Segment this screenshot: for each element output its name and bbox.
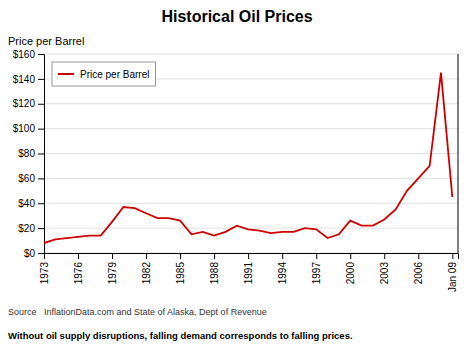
x-tick: 1985 [175, 253, 186, 284]
chart: Historical Oil PricesPrice per Barrel$0$… [0, 0, 474, 355]
y-tick-mark [38, 253, 44, 254]
y-axis: $0 $20 $40 $60 $80 $100 $120 $140 $160 [13, 49, 45, 259]
source-note: Source InflationData.com and State of Al… [8, 307, 267, 317]
x-tick: 2000 [345, 253, 356, 284]
grid-line [44, 178, 458, 179]
x-tick-mark [282, 253, 283, 259]
x-tick: 1994 [277, 253, 288, 284]
x-tick-mark [418, 253, 419, 259]
x-tick: 1997 [311, 253, 322, 284]
x-tick-label: 2003 [379, 262, 390, 285]
y-tick-label: $100 [13, 123, 36, 134]
x-tick-mark [248, 253, 249, 259]
y-tick-mark [38, 129, 44, 130]
y-tick-label: $40 [18, 198, 35, 209]
legend-box [52, 62, 155, 86]
x-tick-label: 1997 [311, 262, 322, 285]
x-tick-label: 1976 [73, 262, 84, 285]
plot-area: $0$20$40$60$80$100$120$140$1601973197619… [13, 49, 459, 292]
grid-line [44, 54, 458, 55]
x-tick: 2006 [413, 253, 424, 284]
x-tick-label: 2000 [345, 262, 356, 285]
x-tick-mark [146, 253, 147, 259]
plot-frame [458, 54, 459, 253]
x-tick-label: 1994 [277, 262, 288, 285]
x-tick: 2003 [379, 253, 390, 284]
y-tick-label: $160 [13, 49, 36, 60]
y-tick-mark [38, 79, 44, 80]
legend-swatch [58, 73, 74, 75]
y-tick-label: $140 [13, 74, 36, 85]
x-tick-mark [44, 253, 45, 259]
grid-line [44, 128, 458, 129]
y-tick: $20 [18, 223, 44, 234]
y-axis-label: Price per Barrel [8, 35, 84, 47]
grid [44, 54, 458, 253]
grid-line [44, 103, 458, 104]
y-tick: $0 [24, 248, 44, 259]
x-tick-label: 1979 [107, 262, 118, 285]
legend-item: Price per Barrel [58, 69, 149, 80]
x-tick-mark [350, 253, 351, 259]
y-tick: $60 [18, 173, 44, 184]
y-tick-label: $60 [18, 173, 35, 184]
footnote: Without oil supply disruptions, falling … [8, 330, 353, 341]
x-tick: 1973 [39, 253, 50, 284]
x-tick-mark [316, 253, 317, 259]
x-tick: 1982 [141, 253, 152, 284]
y-tick: $80 [18, 148, 44, 159]
x-tick: Jan 09 [447, 253, 458, 292]
x-tick-mark [214, 253, 215, 259]
x-tick-label: 1973 [39, 262, 50, 285]
x-tick-mark [452, 253, 453, 259]
y-tick-mark [38, 178, 44, 179]
x-axis-line [45, 254, 459, 260]
grid-line [44, 203, 458, 204]
x-tick-label: 1988 [209, 262, 220, 285]
y-tick-label: $80 [18, 148, 35, 159]
title: Historical Oil Prices [161, 8, 312, 25]
y-tick-mark [38, 154, 44, 155]
y-tick: $100 [13, 123, 44, 134]
x-tick-mark [112, 253, 113, 259]
y-tick-mark [38, 228, 44, 229]
y-tick-label: $120 [13, 98, 36, 109]
x-tick: 1979 [107, 253, 118, 284]
x-tick-label: 1985 [175, 262, 186, 285]
grid-line [44, 153, 458, 154]
y-axis-line [38, 55, 45, 254]
y-tick-mark [38, 203, 44, 204]
y-tick: $120 [13, 98, 44, 109]
legend: Price per Barrel [52, 62, 155, 86]
x-axis: 1973 1976 1979 1982 1985 1988 1991 1994 1997 2000… [39, 253, 459, 292]
x-tick-mark [180, 253, 181, 259]
y-tick-mark [38, 54, 44, 55]
x-tick: 1991 [243, 253, 254, 284]
y-tick: $140 [13, 74, 44, 85]
line [44, 73, 452, 243]
y-tick: $160 [13, 49, 44, 60]
y-tick-label: $0 [24, 248, 36, 259]
x-tick: 1988 [209, 253, 220, 284]
x-tick-mark [78, 253, 79, 259]
y-tick: $40 [18, 198, 44, 209]
legend-label: Price per Barrel [80, 69, 149, 80]
y-tick-mark [38, 104, 44, 105]
x-tick-label: 2006 [413, 262, 424, 285]
y-tick-label: $20 [18, 223, 35, 234]
lines [44, 73, 452, 243]
x-tick-label: 1982 [141, 262, 152, 285]
x-tick: 1976 [73, 253, 84, 284]
x-tick-label: 1991 [243, 262, 254, 285]
x-tick-mark [384, 253, 385, 259]
x-tick-label: Jan 09 [447, 262, 458, 292]
